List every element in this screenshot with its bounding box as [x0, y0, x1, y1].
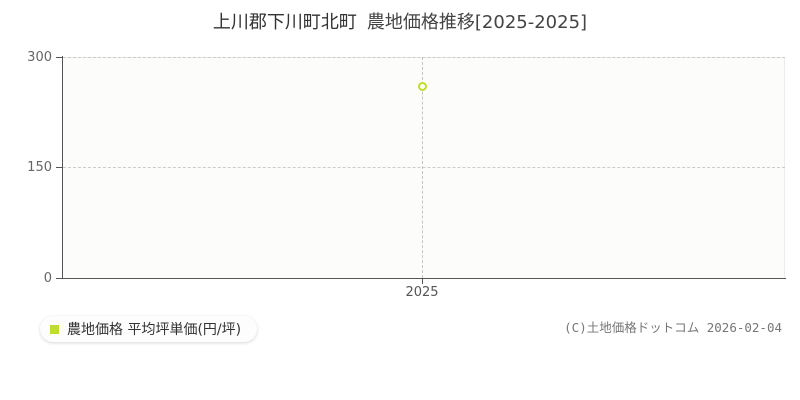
x-axis-line — [62, 278, 786, 279]
y-tick-0 — [56, 278, 62, 279]
title-series: 農地価格推移[2025-2025] — [366, 12, 588, 33]
chart-title: 上川郡下川町北町 農地価格推移[2025-2025] — [0, 8, 800, 34]
x-tick-2025 — [422, 278, 423, 284]
y-tick-300 — [56, 57, 62, 58]
copyright-text: (C)土地価格ドットコム 2026-02-04 — [564, 320, 782, 335]
gridline-y-150 — [63, 167, 785, 168]
x-axis-label-2025: 2025 — [405, 285, 439, 300]
gridline-x-2025 — [422, 57, 423, 278]
y-axis-label-150: 150 — [27, 160, 52, 175]
data-point-2025[interactable] — [418, 82, 427, 91]
legend-label: 農地価格 平均坪単価(円/坪) — [67, 322, 242, 338]
y-axis-label-300: 300 — [27, 50, 52, 65]
legend[interactable]: 農地価格 平均坪単価(円/坪) — [40, 316, 258, 342]
y-axis-line — [62, 56, 63, 279]
y-axis-label-0: 0 — [43, 271, 52, 286]
y-tick-150 — [56, 167, 62, 168]
gridline-y-300 — [63, 57, 785, 58]
title-location: 上川郡下川町北町 — [212, 12, 357, 33]
legend-swatch-icon — [50, 324, 59, 334]
